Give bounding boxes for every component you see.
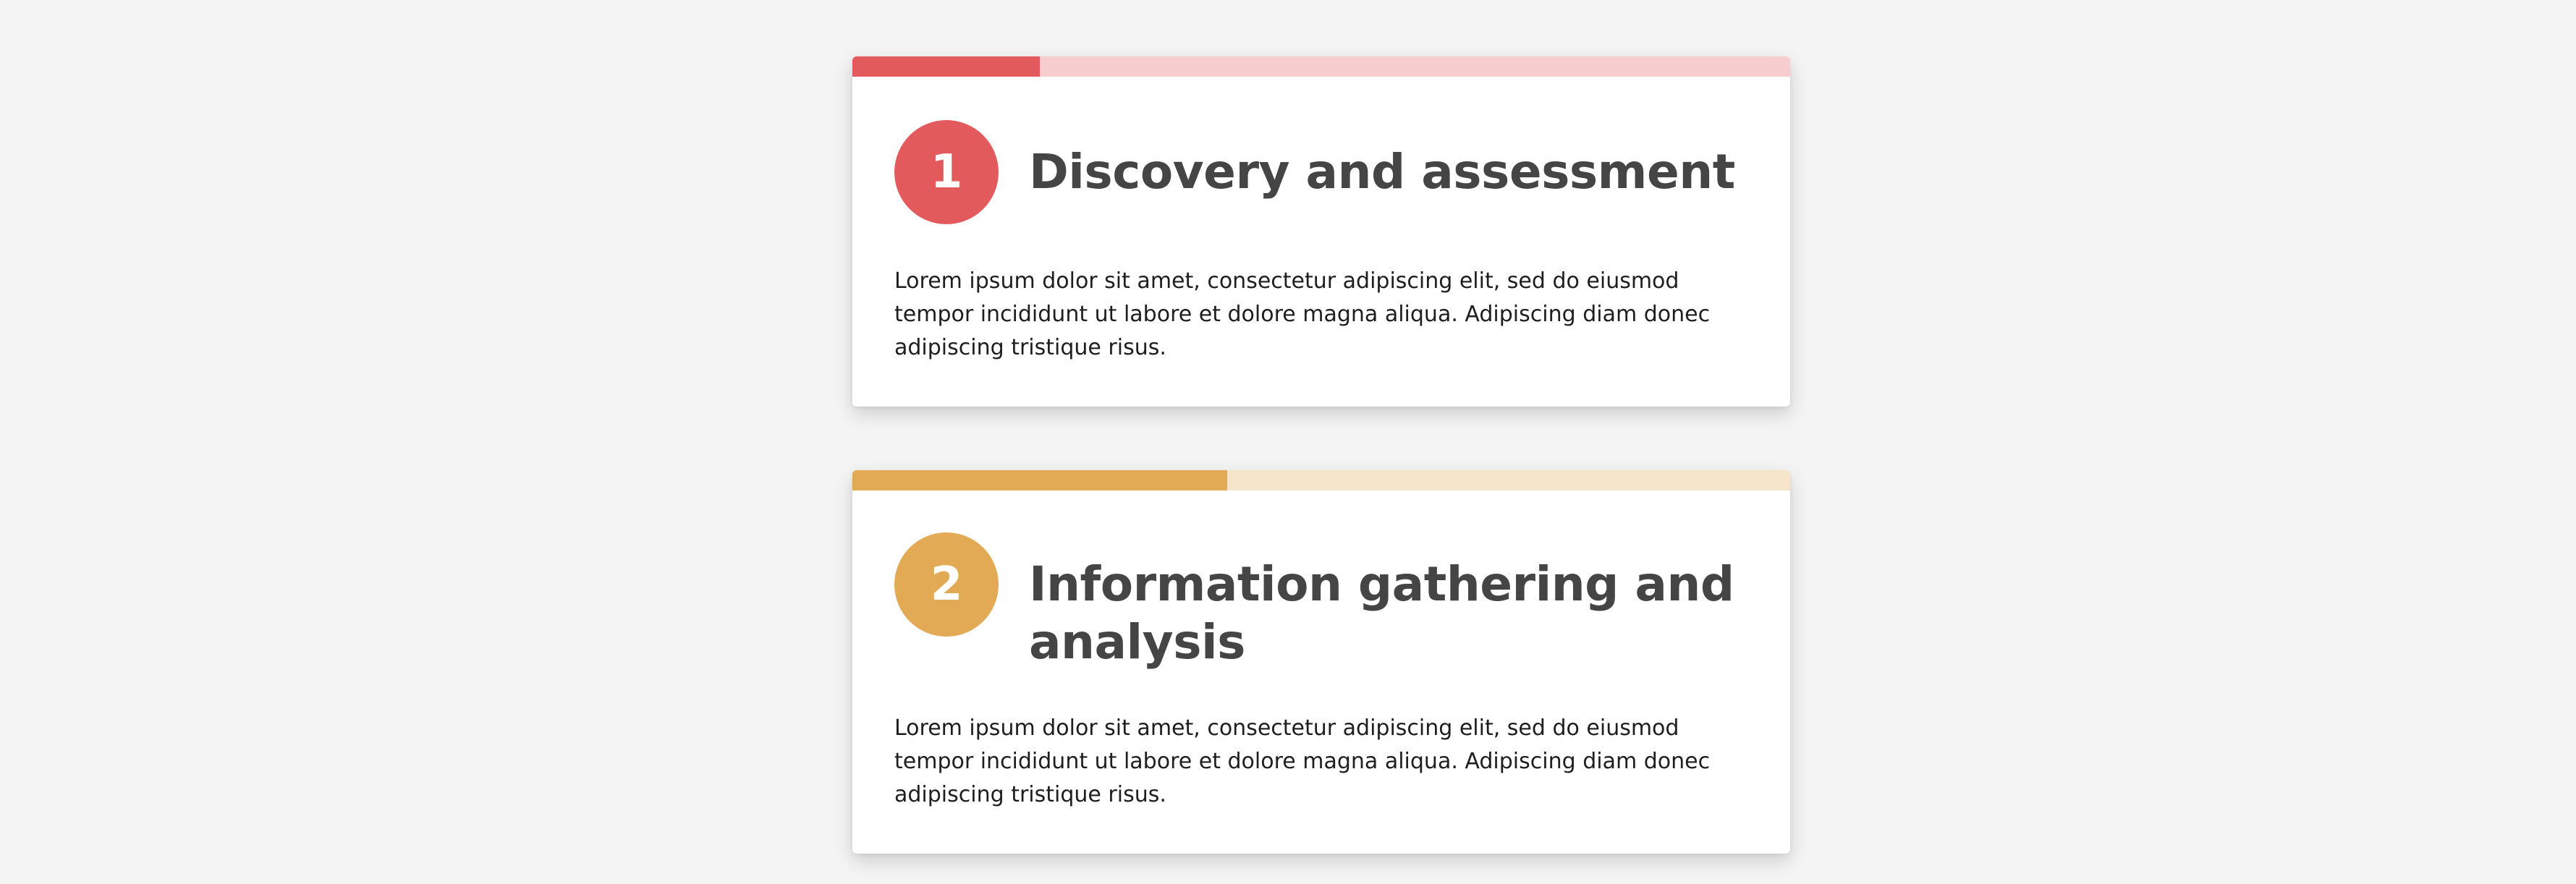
step-progress-track	[852, 56, 1790, 77]
step-progress-fill	[852, 56, 1041, 77]
step-title: Discovery and assessment	[1029, 144, 1735, 200]
step-number-badge: 2	[894, 532, 999, 637]
step-card: 1 Discovery and assessment Lorem ipsum d…	[852, 56, 1790, 407]
step-progress-fill	[852, 470, 1228, 490]
step-title: Information gathering and analysis	[1029, 556, 1734, 670]
step-description: Lorem ipsum dolor sit amet, consectetur …	[894, 268, 1711, 360]
step-description: Lorem ipsum dolor sit amet, consectetur …	[894, 715, 1711, 807]
step-progress-track	[852, 470, 1790, 490]
step-number-badge: 1	[894, 120, 999, 224]
step-card: 2 Information gathering and analysis Lor…	[852, 470, 1790, 854]
